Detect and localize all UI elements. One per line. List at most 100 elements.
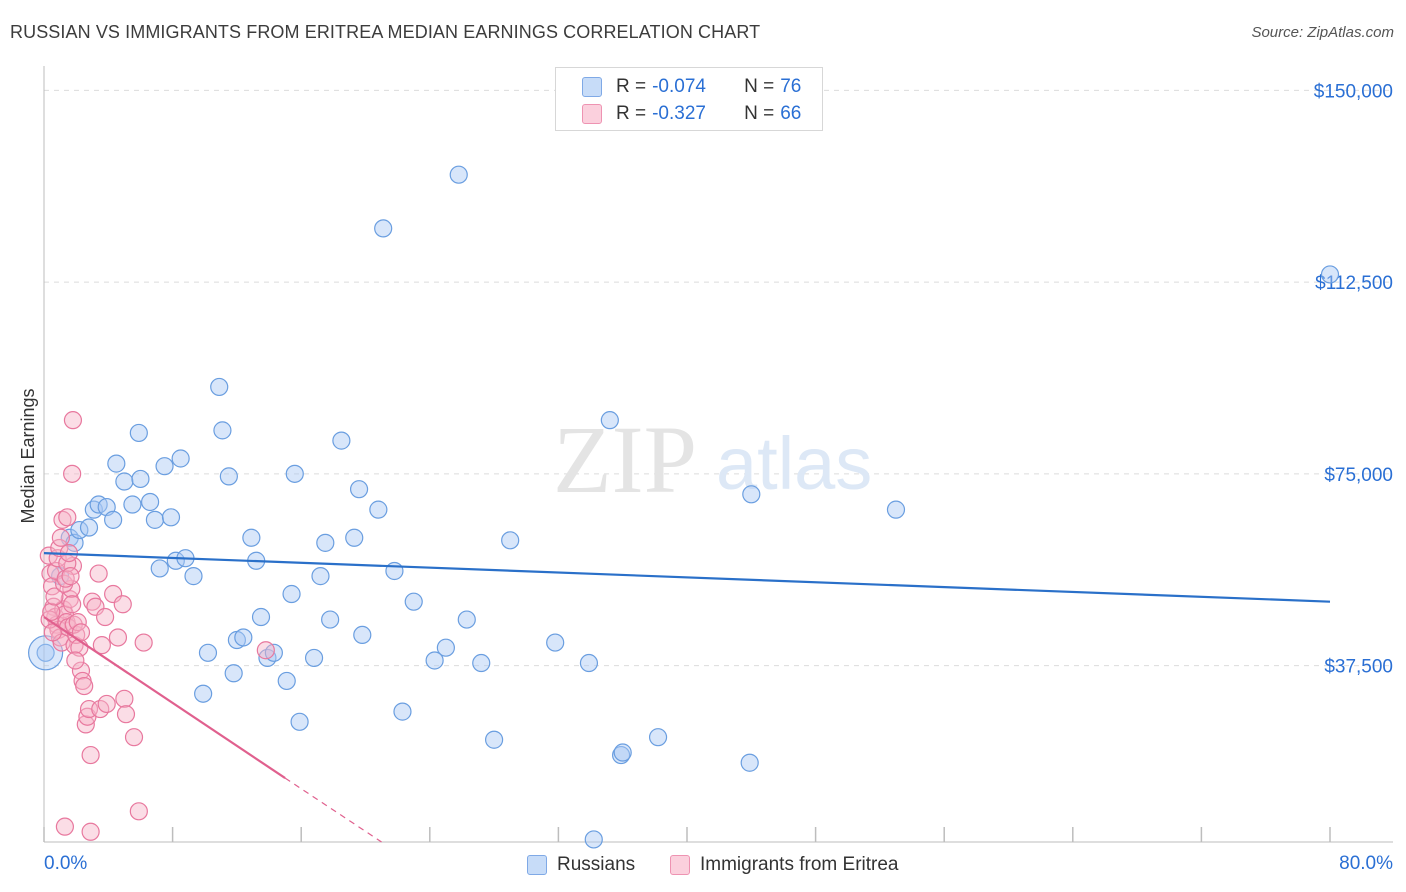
russians-trend-line (43, 551, 1331, 603)
stats-row-eritrea: R = -0.327 N = 66 (582, 102, 801, 126)
eritrea-point (61, 567, 80, 586)
russians-point (316, 533, 335, 552)
russians-point (282, 584, 301, 604)
eritrea-point (75, 676, 94, 696)
eritrea-point (134, 633, 153, 652)
russians-point (613, 743, 632, 762)
y-tick-label: $150,000 (1314, 81, 1393, 102)
russians-point (1320, 265, 1340, 284)
stats-row-russians: R = -0.074 N = 76 (582, 75, 801, 99)
russians-point (251, 607, 271, 627)
russians-point (224, 664, 243, 683)
eritrea-swatch (582, 104, 602, 124)
russians-point (161, 508, 181, 527)
eritrea-point (55, 817, 74, 836)
eritrea-point (115, 689, 134, 708)
chart-title: RUSSIAN VS IMMIGRANTS FROM ERITREA MEDIA… (10, 22, 761, 42)
russians-point (404, 592, 423, 611)
russians-point (425, 651, 444, 670)
russians-point (332, 431, 351, 450)
eritrea-point (76, 715, 95, 734)
russians-point (345, 528, 364, 547)
russians-point (393, 702, 412, 721)
russians-point (501, 531, 520, 550)
n-value: 66 (780, 103, 802, 124)
russians-point (740, 753, 759, 772)
eritrea-point (81, 745, 100, 765)
legend-item-eritrea: Immigrants from Eritrea (670, 852, 898, 878)
eritrea-trend-line (43, 616, 286, 779)
n-value: 76 (780, 76, 802, 97)
r-label: R = (616, 76, 647, 97)
stats-legend: R = -0.074 N = 76 R = -0.327 N = 66 (555, 67, 823, 131)
gridlines (44, 89, 1393, 667)
russians-point (129, 423, 148, 443)
eritrea-point (97, 694, 116, 714)
n-label: N = (744, 103, 775, 124)
eritrea-point (124, 728, 144, 747)
n-label: N = (744, 76, 775, 97)
russians-point (155, 457, 174, 476)
russians-point (131, 469, 150, 489)
russians-point (436, 638, 455, 657)
russians-point (145, 510, 165, 529)
watermark-zip: ZIP (553, 406, 697, 513)
eritrea-point (53, 510, 72, 529)
russians-point (210, 377, 229, 397)
russians-point (374, 219, 393, 238)
russians-point (886, 500, 906, 519)
russians-point (369, 500, 388, 519)
russians-point (171, 449, 190, 468)
russians-point (311, 567, 330, 586)
r-value: -0.327 (652, 103, 706, 124)
source-label: Source: ZipAtlas.com (1251, 24, 1394, 41)
russians-point (198, 643, 218, 662)
legend-item-russians: Russians (527, 852, 635, 878)
axis-ticks: $37,500 $75,000 $112,500 $150,000 0.0% 80.0% (43, 81, 1393, 874)
eritrea-legend-swatch (670, 855, 690, 875)
r-label: R = (616, 103, 647, 124)
r-value: -0.074 (652, 76, 706, 97)
eritrea-point (81, 822, 100, 841)
russians-point (457, 610, 476, 629)
russians-point (219, 467, 238, 486)
russians-point (579, 653, 599, 673)
eritrea-point (256, 641, 275, 660)
eritrea-point (83, 592, 102, 611)
eritrea-point (63, 411, 83, 430)
russians-point (290, 712, 309, 731)
y-axis-label: Median Earnings (18, 388, 38, 523)
x-tick-label: 0.0% (44, 853, 87, 874)
russians-points (28, 165, 1340, 849)
russians-point (584, 830, 603, 849)
eritrea-point (89, 564, 108, 583)
russians-point (36, 643, 55, 662)
russians-point (184, 567, 203, 586)
russians-point (546, 633, 565, 652)
eritrea-point (63, 464, 82, 483)
russians-point (449, 165, 468, 184)
russians-point (104, 510, 123, 529)
russians-point (150, 559, 169, 578)
russians-point (213, 421, 232, 440)
eritrea-point (95, 607, 115, 627)
russians-point (648, 728, 668, 747)
axes (43, 66, 1393, 843)
eritrea-point (63, 595, 82, 614)
russians-point (277, 671, 296, 691)
eritrea-point (45, 587, 64, 606)
russians-point (304, 648, 324, 668)
russians-point (140, 492, 160, 512)
russians-point (242, 528, 261, 547)
eritrea-point (129, 802, 148, 821)
russians-point (107, 454, 126, 473)
russians-point (285, 464, 304, 483)
eritrea-point (66, 651, 85, 670)
russians-point (349, 480, 369, 499)
russians-point (234, 628, 253, 647)
eritrea-point (51, 528, 70, 547)
eritrea-point (92, 636, 111, 655)
y-tick-label: $37,500 (1324, 657, 1393, 678)
russians-point (600, 411, 619, 430)
